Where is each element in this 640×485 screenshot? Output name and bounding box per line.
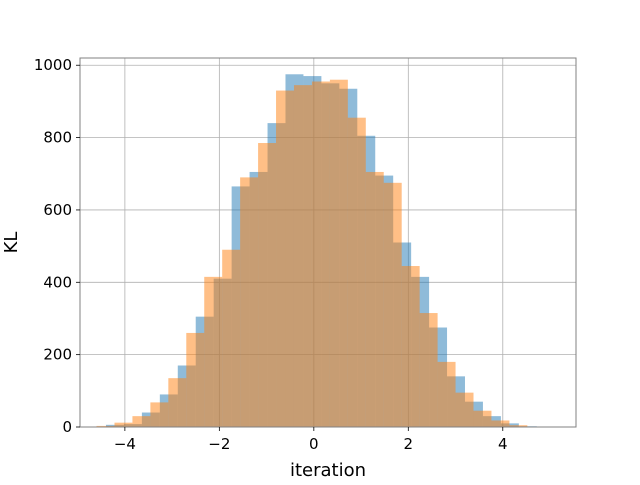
- histogram-bar: [96, 425, 115, 427]
- histogram-bar: [132, 416, 151, 427]
- histogram-bar: [222, 249, 241, 427]
- histogram-bars: [96, 74, 537, 428]
- histogram-bar: [240, 177, 259, 427]
- x-tick-label: 4: [498, 435, 508, 453]
- histogram-bar: [437, 361, 456, 427]
- y-axis-title: KL: [1, 232, 22, 254]
- histogram-bar: [329, 79, 348, 428]
- y-tick-label: 0: [62, 418, 72, 436]
- y-tick-label: 400: [43, 273, 72, 291]
- x-tick-label: −2: [208, 435, 230, 453]
- y-tick-label: 600: [43, 201, 72, 219]
- histogram-bar: [114, 422, 133, 427]
- x-tick-label: −4: [114, 435, 136, 453]
- histogram-bar: [168, 378, 187, 427]
- histogram-bar: [293, 85, 312, 427]
- histogram-bar: [311, 81, 330, 427]
- histogram-bar: [419, 313, 438, 427]
- x-tick-label: 0: [309, 435, 319, 453]
- histogram-bar: [204, 276, 223, 427]
- x-axis-title: iteration: [290, 460, 366, 480]
- histogram-bar: [455, 392, 474, 427]
- histogram-bar: [401, 266, 420, 427]
- plot-frame: [79, 57, 577, 428]
- y-tick-label: 200: [43, 346, 72, 364]
- y-tick-label: 800: [43, 129, 72, 147]
- histogram-bar: [473, 410, 492, 427]
- histogram-bar: [258, 143, 277, 427]
- histogram-bar: [276, 90, 294, 427]
- histogram-bar: [365, 171, 384, 427]
- histogram-bar: [509, 425, 528, 427]
- axis-ticks: −4 −2 0 2 4 0 200 400 600 800 1000: [34, 56, 508, 453]
- histogram-bar: [347, 117, 366, 428]
- histogram-bar: [491, 420, 510, 427]
- histogram-bar: [186, 332, 205, 427]
- histogram-bar: [150, 402, 169, 427]
- series-1-bars: [96, 79, 528, 428]
- histogram-bar: [383, 182, 402, 427]
- x-tick-label: 2: [404, 435, 414, 453]
- y-tick-label: 1000: [34, 56, 72, 74]
